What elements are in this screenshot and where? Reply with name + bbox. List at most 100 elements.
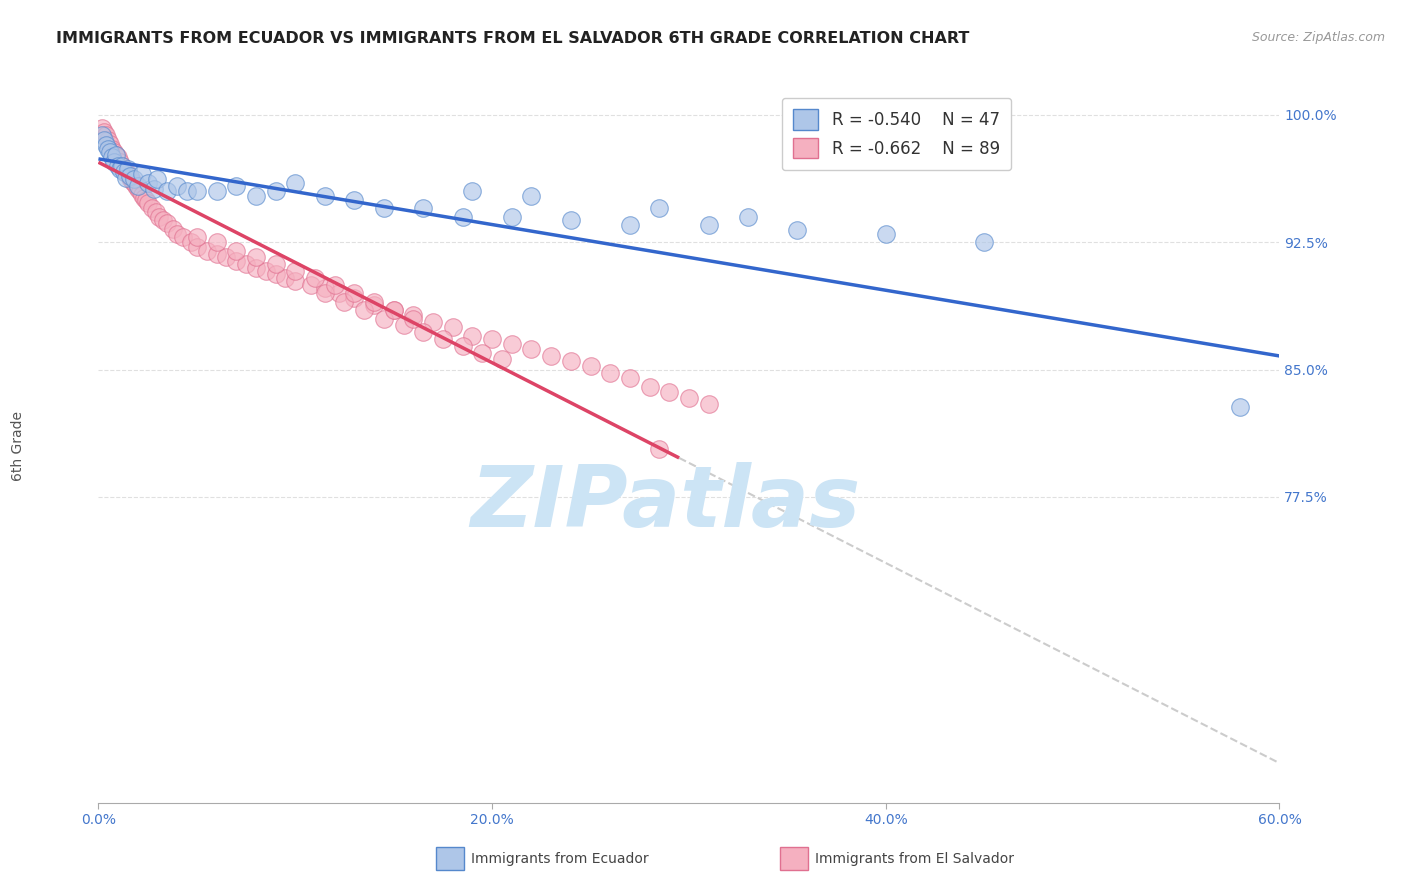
Text: 6th Grade: 6th Grade <box>11 411 25 481</box>
Point <box>501 210 523 224</box>
Point <box>146 172 169 186</box>
Point <box>501 337 523 351</box>
Point <box>225 244 247 258</box>
Point <box>432 332 454 346</box>
Point <box>264 184 287 198</box>
Text: IMMIGRANTS FROM ECUADOR VS IMMIGRANTS FROM EL SALVADOR 6TH GRADE CORRELATION CHA: IMMIGRANTS FROM ECUADOR VS IMMIGRANTS FR… <box>56 31 970 46</box>
Point <box>93 125 115 139</box>
Point <box>520 189 543 203</box>
Point <box>112 165 135 179</box>
Point <box>136 196 159 211</box>
Point <box>314 189 336 203</box>
Point <box>737 210 759 224</box>
Point <box>115 165 138 179</box>
Point <box>142 182 165 196</box>
Point <box>678 392 700 406</box>
Point <box>412 201 434 215</box>
Point <box>98 136 121 151</box>
Point <box>225 179 247 194</box>
Point <box>117 162 139 177</box>
Point <box>96 138 118 153</box>
Point <box>152 213 174 227</box>
Point <box>343 193 366 207</box>
Point <box>186 240 208 254</box>
Point <box>127 182 149 196</box>
Point <box>697 396 720 410</box>
Point <box>111 159 134 173</box>
Point <box>131 167 153 181</box>
Point <box>491 352 513 367</box>
Point <box>135 193 157 207</box>
Point <box>638 379 661 393</box>
Point <box>471 345 494 359</box>
Point <box>148 210 170 224</box>
Point <box>579 359 602 373</box>
Point <box>314 281 336 295</box>
Point <box>132 191 155 205</box>
Point <box>97 133 120 147</box>
Point <box>343 286 366 301</box>
Point <box>299 277 322 292</box>
Point <box>875 227 897 241</box>
Point <box>108 155 131 169</box>
Point <box>619 371 641 385</box>
Point <box>461 328 484 343</box>
Legend: R = -0.540    N = 47, R = -0.662    N = 89: R = -0.540 N = 47, R = -0.662 N = 89 <box>782 97 1011 169</box>
Point <box>382 303 405 318</box>
Point <box>136 176 159 190</box>
Point <box>264 268 287 282</box>
Point <box>697 218 720 232</box>
Point <box>125 179 148 194</box>
Point <box>180 235 202 249</box>
Point <box>105 148 128 162</box>
Point <box>103 155 125 169</box>
Point <box>122 172 145 186</box>
Point <box>441 320 464 334</box>
Point <box>560 213 582 227</box>
Point <box>103 145 125 159</box>
Point <box>128 184 150 198</box>
Point <box>284 264 307 278</box>
Text: ZIPatlas: ZIPatlas <box>470 461 860 545</box>
Point <box>97 142 120 156</box>
Point <box>107 150 129 164</box>
Point <box>304 270 326 285</box>
Point <box>392 318 415 333</box>
Point <box>412 325 434 339</box>
Point <box>323 277 346 292</box>
Point <box>658 384 681 399</box>
Point <box>131 187 153 202</box>
Point <box>560 354 582 368</box>
Point <box>284 274 307 288</box>
Point <box>215 251 238 265</box>
Point <box>540 349 562 363</box>
Text: Immigrants from El Salvador: Immigrants from El Salvador <box>815 852 1015 866</box>
Point <box>112 162 135 177</box>
Point <box>166 227 188 241</box>
Point <box>121 174 143 188</box>
Point <box>225 253 247 268</box>
Point <box>141 201 163 215</box>
Point <box>402 311 425 326</box>
Point <box>156 184 179 198</box>
Point <box>93 133 115 147</box>
Point <box>343 291 366 305</box>
Point <box>353 303 375 318</box>
Point <box>245 251 267 265</box>
Point <box>520 342 543 356</box>
Point <box>363 294 385 309</box>
Point <box>115 170 138 185</box>
Text: Immigrants from Ecuador: Immigrants from Ecuador <box>471 852 648 866</box>
Point <box>166 179 188 194</box>
Point <box>264 257 287 271</box>
Point <box>98 145 121 159</box>
Point <box>186 184 208 198</box>
Point <box>284 176 307 190</box>
Point <box>373 201 395 215</box>
Point <box>205 247 228 261</box>
Point <box>619 218 641 232</box>
Text: Source: ZipAtlas.com: Source: ZipAtlas.com <box>1251 31 1385 45</box>
Point <box>314 286 336 301</box>
Point <box>195 244 218 258</box>
Point <box>235 257 257 271</box>
